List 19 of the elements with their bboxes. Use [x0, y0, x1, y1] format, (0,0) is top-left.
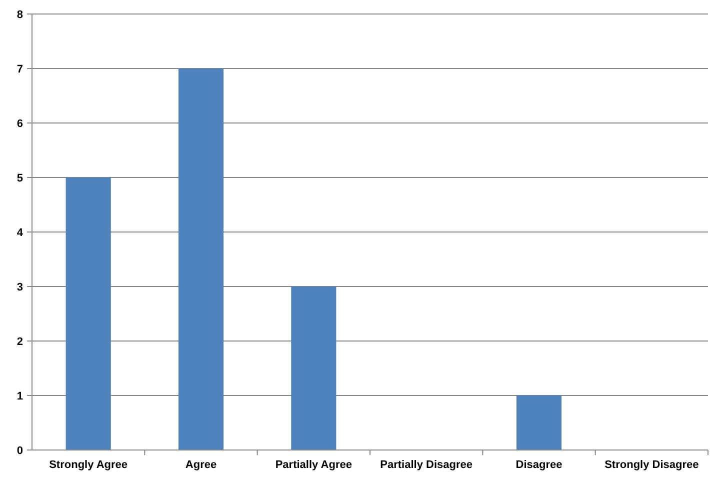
- y-tick-label: 4: [16, 226, 24, 239]
- y-tick-label: 3: [16, 281, 23, 294]
- y-tick-label: 2: [16, 336, 23, 348]
- y-tick-label: 8: [16, 8, 23, 21]
- bar: [291, 286, 336, 450]
- bar: [66, 178, 111, 450]
- bar: [178, 68, 224, 450]
- x-tick-label: Strongly Disagree: [604, 459, 699, 471]
- y-tick-label: 5: [16, 172, 23, 184]
- y-tick-label: 1: [16, 390, 23, 402]
- x-tick-label: Partially Disagree: [380, 459, 473, 471]
- x-tick-label: Partially Agree: [275, 459, 352, 471]
- bar: [516, 396, 562, 450]
- y-tick-label: 6: [16, 118, 23, 130]
- x-tick-label: Agree: [185, 459, 217, 471]
- x-tick-label: Strongly Agree: [49, 459, 128, 471]
- x-tick-label: Disagree: [516, 459, 562, 471]
- y-tick-label: 7: [16, 63, 23, 76]
- y-tick-label: 0: [16, 444, 23, 457]
